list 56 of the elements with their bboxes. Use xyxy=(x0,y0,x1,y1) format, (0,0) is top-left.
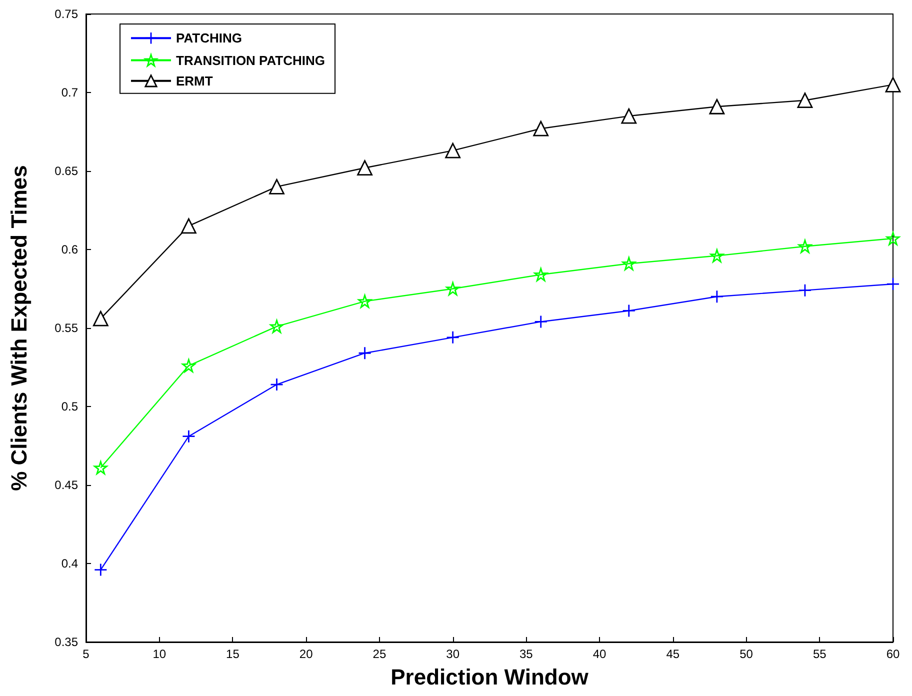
point xyxy=(446,282,460,296)
point xyxy=(797,92,813,108)
point xyxy=(94,461,108,474)
point xyxy=(358,294,372,308)
point xyxy=(94,563,108,576)
point xyxy=(709,98,725,114)
point xyxy=(357,160,372,176)
legend-label: ERMT xyxy=(176,73,213,88)
y-tick-label: 0.65 xyxy=(54,164,78,178)
point xyxy=(534,315,548,328)
point xyxy=(269,179,284,194)
point xyxy=(182,358,196,372)
point xyxy=(534,268,548,282)
point xyxy=(270,378,284,392)
point xyxy=(798,240,812,254)
x-tick-label: 35 xyxy=(520,647,534,661)
point xyxy=(710,249,724,262)
y-tick-label: 0.7 xyxy=(61,86,78,100)
point xyxy=(270,320,284,334)
x-tick-label: 15 xyxy=(226,647,240,661)
y-tick-label: 0.35 xyxy=(54,635,78,649)
y-tick-label: 0.45 xyxy=(54,478,78,492)
point xyxy=(358,346,372,360)
point xyxy=(885,76,901,92)
x-tick-label: 40 xyxy=(592,647,607,661)
y-tick-label: 0.5 xyxy=(61,400,78,414)
point xyxy=(181,218,196,234)
x-tick-label: 50 xyxy=(740,647,754,661)
point xyxy=(622,304,636,318)
x-tick-label: 25 xyxy=(372,647,386,661)
point xyxy=(798,284,812,298)
point xyxy=(92,310,108,326)
x-tick-label: 30 xyxy=(446,647,460,661)
point xyxy=(445,142,461,158)
y-axis-title: % Clients With Expected Times xyxy=(6,165,32,491)
y-tick-label: 0.55 xyxy=(54,321,78,335)
point xyxy=(533,120,549,136)
point xyxy=(622,256,636,270)
x-tick-label: 20 xyxy=(299,647,314,661)
x-axis-title: Prediction Window xyxy=(390,664,590,690)
x-tick-label: 55 xyxy=(812,647,827,661)
point xyxy=(710,290,724,304)
point xyxy=(182,430,196,444)
y-tick-label: 0.75 xyxy=(54,7,78,21)
point xyxy=(446,330,460,344)
x-tick-label: 60 xyxy=(886,647,900,661)
point xyxy=(886,232,900,246)
y-tick-label: 0.6 xyxy=(61,242,78,256)
x-tick-label: 10 xyxy=(152,647,166,661)
point xyxy=(621,108,637,124)
x-tick-label: 5 xyxy=(82,647,90,661)
x-tick-label: 45 xyxy=(666,647,680,661)
legend-label: PATCHING xyxy=(176,30,242,46)
legend-label: TRANSITION PATCHING xyxy=(176,52,326,68)
y-tick-label: 0.4 xyxy=(61,556,78,570)
point xyxy=(886,277,900,291)
